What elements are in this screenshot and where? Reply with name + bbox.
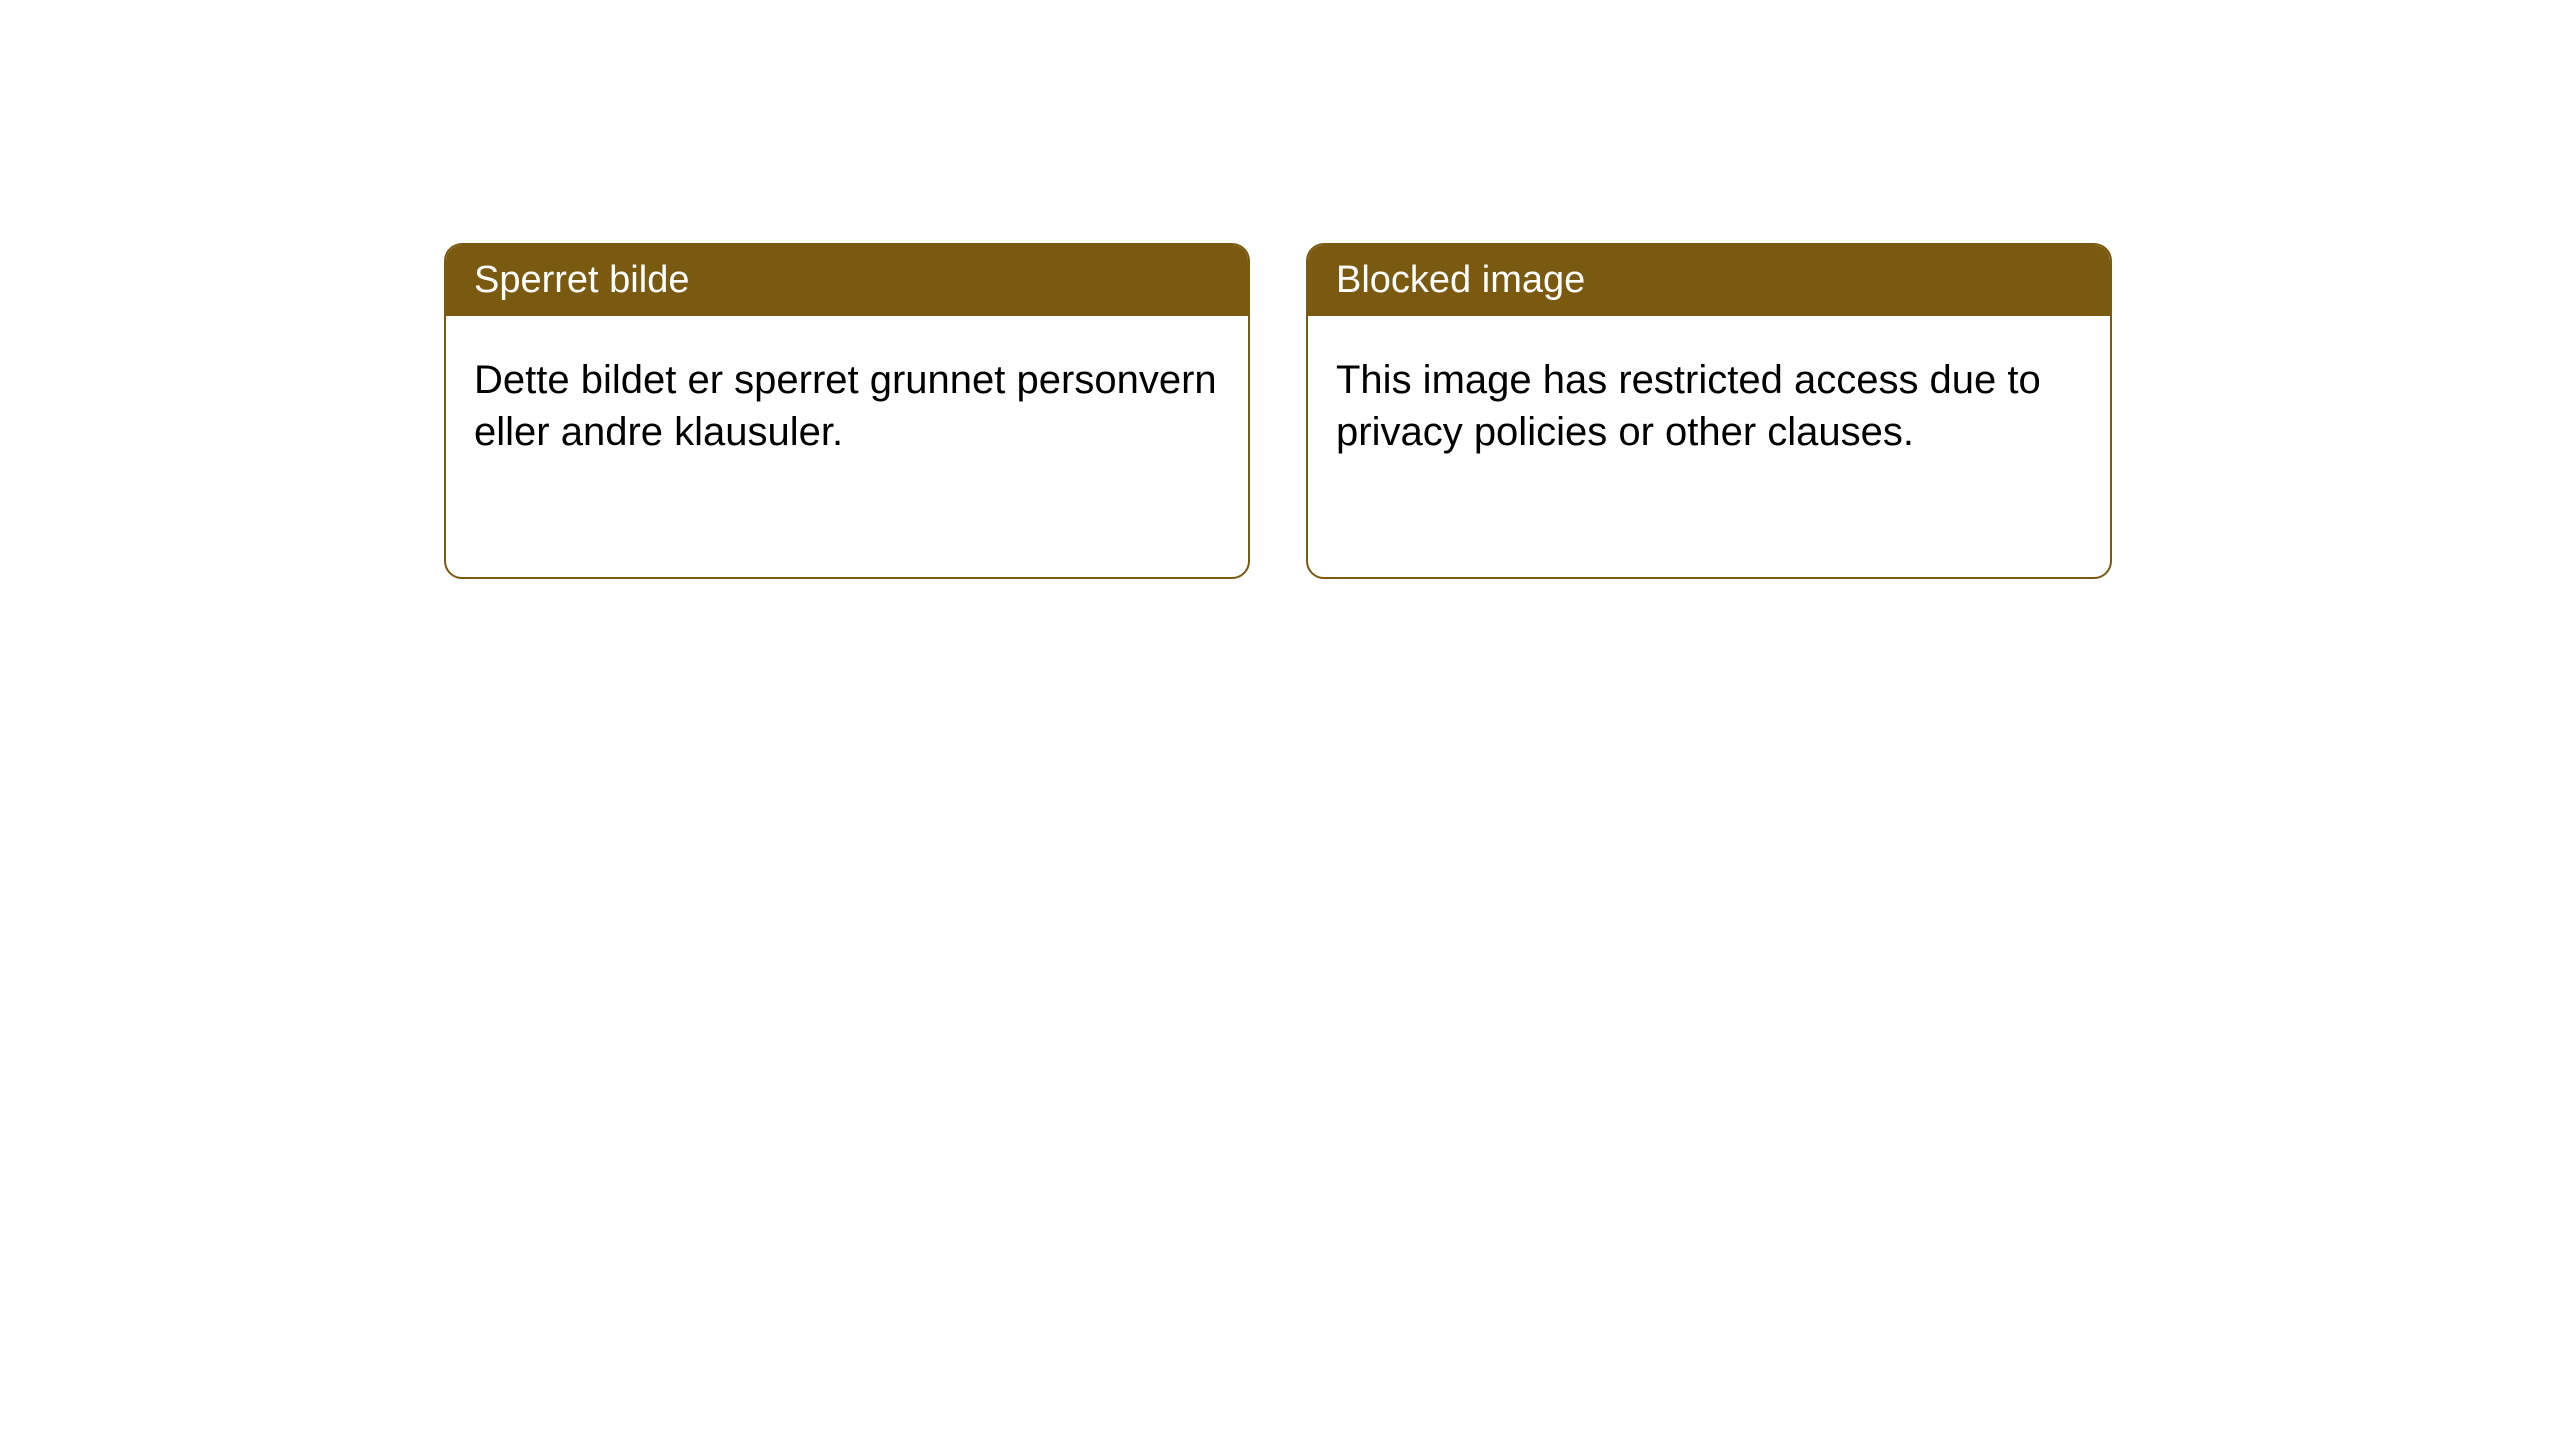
card-body: This image has restricted access due to …: [1308, 316, 2110, 496]
card-header: Sperret bilde: [446, 245, 1248, 316]
card-header: Blocked image: [1308, 245, 2110, 316]
card-title: Sperret bilde: [474, 259, 689, 301]
notice-container: Sperret bilde Dette bildet er sperret gr…: [0, 0, 2560, 579]
card-title: Blocked image: [1336, 259, 1585, 301]
card-body-text: This image has restricted access due to …: [1336, 358, 2041, 454]
card-body-text: Dette bildet er sperret grunnet personve…: [474, 358, 1217, 454]
notice-card-english: Blocked image This image has restricted …: [1306, 243, 2112, 579]
notice-card-norwegian: Sperret bilde Dette bildet er sperret gr…: [444, 243, 1250, 579]
card-body: Dette bildet er sperret grunnet personve…: [446, 316, 1248, 496]
